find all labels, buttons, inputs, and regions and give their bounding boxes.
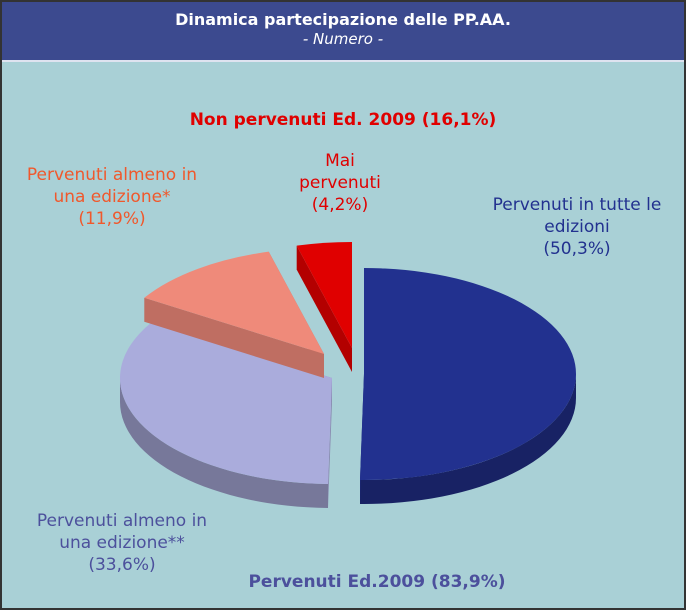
header: Dinamica partecipazione delle PP.AA. - N… <box>2 2 684 62</box>
slice <box>296 242 352 372</box>
slice-top <box>360 268 576 480</box>
slice-top <box>296 242 352 348</box>
category-label: Pervenuti almeno in una edizione* <box>26 165 198 207</box>
slice-side <box>120 378 329 508</box>
chart-title: Dinamica partecipazione delle PP.AA. <box>175 10 511 29</box>
slice <box>144 251 324 378</box>
slice-cut <box>328 378 332 508</box>
slice-label: Mai pervenuti (4,2%) <box>290 150 390 216</box>
slice-label: Pervenuti in tutte le edizioni (50,3%) <box>477 194 677 260</box>
slice-label: Pervenuti almeno in una edizione* (11,9%) <box>12 164 212 230</box>
value-label: (4,2%) <box>311 195 369 215</box>
annotation: Non pervenuti Ed. 2009 (16,1%) <box>189 110 497 130</box>
category-label: Mai pervenuti <box>299 151 381 193</box>
annotation: Pervenuti Ed.2009 (83,9%) <box>248 572 506 592</box>
slice-cut <box>296 245 352 372</box>
value-label: (50,3%) <box>543 239 611 259</box>
value-label: (33,6%) <box>88 555 156 575</box>
slice-top <box>144 251 324 354</box>
slice <box>360 268 576 504</box>
value-label: (11,9%) <box>78 209 146 229</box>
chart-subtitle: - Numero - <box>302 30 384 48</box>
slice-side <box>360 374 576 504</box>
slice-label: Pervenuti almeno in una edizione** (33,6%… <box>22 510 222 576</box>
category-label: Pervenuti in tutte le edizioni <box>492 195 662 237</box>
category-label: Pervenuti almeno in una edizione** <box>36 511 208 553</box>
slice-cut <box>144 297 324 378</box>
